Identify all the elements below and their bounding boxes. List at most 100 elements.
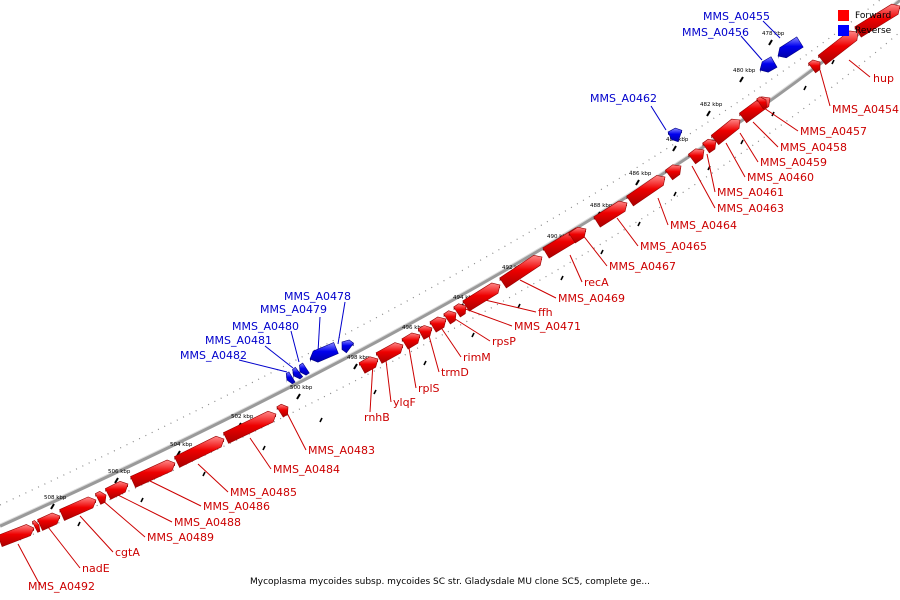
- label-leader: [286, 412, 307, 451]
- tick-mark: [635, 179, 640, 186]
- gene-label-mms_a0460[interactable]: MMS_A0460: [747, 171, 814, 184]
- gene-feature-trmd[interactable]: [401, 332, 421, 350]
- gene-feature-reca[interactable]: [499, 254, 543, 289]
- inner-tick-mark: [373, 389, 377, 395]
- gene-feature-cgta[interactable]: [37, 512, 61, 531]
- tick-marks: [50, 39, 835, 527]
- gene-feature-mms_a0484[interactable]: [174, 435, 225, 468]
- gene-label-ylqf[interactable]: ylqF: [393, 396, 416, 409]
- gene-feature-mms_a0486[interactable]: [104, 480, 129, 500]
- gene-label-trmd[interactable]: trmD: [441, 366, 469, 379]
- gene-feature-hup[interactable]: [854, 3, 900, 38]
- label-leader: [484, 299, 537, 313]
- gene-feature-rimm[interactable]: [417, 325, 433, 340]
- legend-reverse-swatch: [838, 25, 849, 36]
- gene-label-mms_a0479[interactable]: MMS_A0479: [260, 303, 327, 316]
- gene-label-mms_a0478[interactable]: MMS_A0478: [284, 290, 351, 303]
- gene-label-mms_a0486[interactable]: MMS_A0486: [203, 500, 270, 513]
- gene-feature-mms_a0459[interactable]: [702, 138, 717, 154]
- gene-label-mms_a0489[interactable]: MMS_A0489: [147, 531, 214, 544]
- gene-feature-nade[interactable]: [31, 520, 41, 533]
- gene-feature-mms_a0485[interactable]: [130, 459, 176, 488]
- tick-label: 494 kbp: [453, 295, 476, 301]
- gene-feature-mms_a0454[interactable]: [807, 59, 821, 74]
- gene-feature-mms_a0461[interactable]: [664, 164, 682, 181]
- gene-label-mms_a0488[interactable]: MMS_A0488: [174, 516, 241, 529]
- gene-feature-rpls[interactable]: [375, 342, 404, 364]
- inner-tick-mark: [423, 360, 427, 366]
- gene-label-mms_a0462[interactable]: MMS_A0462: [590, 92, 657, 105]
- gene-label-mms_a0492[interactable]: MMS_A0492: [28, 580, 95, 593]
- gene-feature-mms_a0489[interactable]: [59, 496, 97, 521]
- gene-feature-mms_a0482[interactable]: [285, 371, 296, 385]
- gene-label-mms_a0461[interactable]: MMS_A0461: [717, 186, 784, 199]
- tick-mark: [672, 145, 677, 152]
- gene-label-mms_a0455[interactable]: MMS_A0455: [703, 10, 770, 23]
- gene-label-mms_a0480[interactable]: MMS_A0480: [232, 320, 299, 333]
- gene-label-ffh[interactable]: ffh: [538, 306, 553, 319]
- gene-feature-mms_a0480[interactable]: [299, 362, 310, 376]
- gene-label-mms_a0464[interactable]: MMS_A0464: [670, 219, 737, 232]
- gene-feature-mms_a0479[interactable]: [309, 342, 339, 363]
- gene-label-mms_a0454[interactable]: MMS_A0454: [832, 103, 899, 116]
- gene-feature-ffh[interactable]: [453, 303, 467, 318]
- outer-ruler: [0, 0, 881, 506]
- label-leader: [725, 142, 746, 178]
- gene-label-mms_a0484[interactable]: MMS_A0484: [273, 463, 340, 476]
- gene-feature-mms_a0463[interactable]: [626, 175, 666, 207]
- gene-feature-hup[interactable]: [817, 30, 859, 66]
- gene-label-mms_a0463[interactable]: MMS_A0463: [717, 202, 784, 215]
- gene-label-mms_a0467[interactable]: MMS_A0467: [609, 260, 676, 273]
- gene-label-hup[interactable]: hup: [873, 72, 894, 85]
- gene-label-mms_a0483[interactable]: MMS_A0483: [308, 444, 375, 457]
- gene-label-cgta[interactable]: cgtA: [115, 546, 140, 559]
- gene-label-mms_a0457[interactable]: MMS_A0457: [800, 125, 867, 138]
- tick-label: 492 kbp: [502, 265, 525, 271]
- label-leader: [79, 515, 114, 553]
- gene-label-rpsp[interactable]: rpsP: [492, 335, 516, 348]
- gene-feature-mms_a0483[interactable]: [222, 410, 277, 444]
- gene-feature-mms_a0462[interactable]: [756, 96, 767, 110]
- gene-feature-mms_a0458[interactable]: [710, 118, 741, 146]
- gene-feature-rnhb[interactable]: [276, 403, 289, 418]
- gene-label-reca[interactable]: recA: [584, 276, 609, 289]
- gene-label-mms_a0456[interactable]: MMS_A0456: [682, 26, 749, 39]
- gene-feature-mms_a0456[interactable]: [759, 56, 778, 73]
- gene-feature-mms_a0492[interactable]: [0, 524, 35, 547]
- gene-label-mms_a0458[interactable]: MMS_A0458: [780, 141, 847, 154]
- gene-feature-mms_a0478[interactable]: [341, 339, 355, 354]
- gene-label-mms_a0469[interactable]: MMS_A0469: [558, 292, 625, 305]
- gene-label-mms_a0465[interactable]: MMS_A0465: [640, 240, 707, 253]
- legend-reverse-label: Reverse: [855, 25, 892, 36]
- gene-feature-mms_a0464[interactable]: [593, 200, 628, 228]
- label-leader: [657, 197, 669, 226]
- gene-label-nade[interactable]: nadE: [82, 562, 110, 575]
- label-leader: [101, 499, 146, 538]
- legend-forward-swatch: [838, 10, 849, 21]
- tick-label: 496 kbp: [402, 325, 425, 331]
- gene-label-mms_a0485[interactable]: MMS_A0485: [230, 486, 297, 499]
- label-leader: [763, 107, 799, 132]
- gene-feature-mms_a0481[interactable]: [292, 366, 304, 380]
- gene-label-rpls[interactable]: rplS: [418, 382, 440, 395]
- gene-label-rnhb[interactable]: rnhB: [364, 411, 390, 424]
- inner-tick-mark: [740, 139, 744, 145]
- gene-label-mms_a0459[interactable]: MMS_A0459: [760, 156, 827, 169]
- gene-label-mms_a0471[interactable]: MMS_A0471: [514, 320, 581, 333]
- gene-feature-mms_a0467[interactable]: [568, 226, 587, 244]
- label-leader: [739, 132, 759, 163]
- gene-feature-mms_a0488[interactable]: [94, 491, 107, 505]
- gene-feature-mms_a0462[interactable]: [667, 127, 683, 143]
- gene-feature-mms_a0471[interactable]: [429, 316, 447, 333]
- gene-label-mms_a0482[interactable]: MMS_A0482: [180, 349, 247, 362]
- gene-label-rimm[interactable]: rimM: [463, 351, 491, 364]
- label-leader: [451, 316, 491, 342]
- gene-feature-mms_a0455[interactable]: [777, 36, 804, 59]
- label-leader: [762, 20, 781, 39]
- gene-label-mms_a0481[interactable]: MMS_A0481: [205, 334, 272, 347]
- gene-feature-ylqf[interactable]: [358, 356, 379, 374]
- gene-feature-mms_a0460[interactable]: [687, 148, 705, 165]
- label-leader: [407, 341, 417, 389]
- gene-feature-mms_a0469[interactable]: [462, 282, 501, 312]
- gene-feature-rpsp[interactable]: [443, 310, 457, 325]
